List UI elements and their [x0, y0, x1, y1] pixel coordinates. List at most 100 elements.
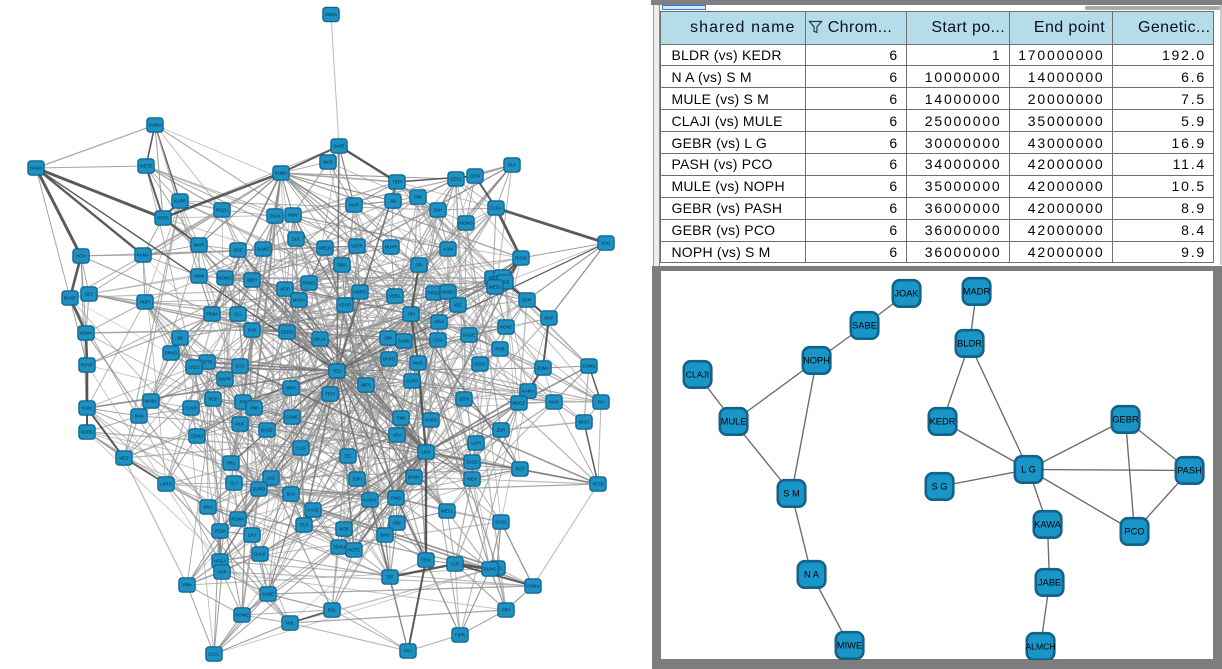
svg-text:KAWA: KAWA [1034, 519, 1061, 529]
svg-text:JINO: JINO [203, 505, 213, 510]
svg-text:SAVE: SAVE [333, 144, 344, 149]
svg-text:GEPI: GEPI [459, 397, 469, 402]
svg-text:L G: L G [1021, 464, 1036, 474]
svg-text:PRHO: PRHO [165, 351, 178, 356]
svg-text:N A: N A [804, 569, 820, 579]
svg-text:PRN: PRN [182, 583, 191, 588]
svg-text:MALK: MALK [314, 337, 326, 342]
svg-text:CLNO: CLNO [185, 406, 198, 411]
svg-text:LKZ: LKZ [267, 476, 275, 481]
svg-text:CLJ: CLJ [230, 481, 238, 486]
svg-text:FIV: FIV [598, 400, 605, 405]
svg-text:KAV: KAV [248, 328, 256, 333]
svg-text:PIFI: PIFI [404, 649, 412, 654]
svg-text:ALMCH: ALMCH [1025, 641, 1055, 651]
svg-text:VEV: VEV [393, 433, 402, 438]
svg-text:MAB: MAB [323, 160, 332, 165]
svg-text:JIGE: JIGE [500, 280, 510, 285]
svg-text:WES: WES [361, 383, 371, 388]
svg-text:GEMA: GEMA [191, 434, 204, 439]
svg-text:DUHO: DUHO [484, 567, 497, 572]
svg-text:WELK: WELK [319, 246, 331, 251]
svg-text:LKFI: LKFI [421, 450, 430, 455]
svg-text:MUPI: MUPI [194, 243, 205, 248]
svg-text:ROB: ROB [495, 347, 504, 352]
svg-text:WECL: WECL [441, 509, 454, 514]
svg-text:PIBA: PIBA [337, 263, 347, 268]
svg-text:MUNO: MUNO [459, 221, 473, 226]
svg-text:ZUMA: ZUMA [537, 366, 549, 371]
svg-text:DUMA: DUMA [149, 123, 162, 128]
svg-text:DUP: DUP [544, 316, 553, 321]
svg-text:BAMA: BAMA [408, 475, 420, 480]
svg-text:MUGE: MUGE [513, 401, 526, 406]
svg-text:BAPR: BAPR [219, 377, 231, 382]
svg-text:JIPI: JIPI [415, 263, 422, 268]
svg-text:KAM: KAM [443, 247, 453, 252]
svg-text:WEZ: WEZ [119, 456, 129, 461]
svg-text:MADR: MADR [962, 286, 990, 296]
svg-text:HOH: HOH [76, 254, 86, 259]
svg-text:KAG: KAG [601, 241, 611, 246]
svg-text:VEPI: VEPI [488, 276, 498, 281]
svg-text:PIFI: PIFI [502, 608, 510, 613]
svg-text:NOR: NOR [339, 527, 349, 532]
svg-text:HOTE: HOTE [157, 216, 169, 221]
svg-text:PIW: PIW [414, 195, 423, 200]
svg-text:PIW: PIW [250, 406, 259, 411]
svg-text:NODU: NODU [81, 430, 94, 435]
svg-text:TEJI: TEJI [300, 523, 309, 528]
svg-text:JOAK: JOAK [894, 288, 919, 298]
svg-text:HOPI: HOPI [140, 300, 151, 305]
svg-text:TEPI: TEPI [325, 392, 335, 397]
svg-text:TEM: TEM [421, 558, 430, 563]
svg-text:VEJI: VEJI [208, 397, 217, 402]
svg-text:BAS: BAS [287, 492, 296, 497]
svg-text:JABE: JABE [1037, 577, 1060, 587]
svg-text:VEHO: VEHO [339, 303, 352, 308]
svg-text:VETE: VETE [201, 360, 212, 365]
svg-text:BARO: BARO [383, 357, 396, 362]
svg-text:HOTE: HOTE [348, 548, 360, 553]
svg-text:VEBA: VEBA [214, 529, 226, 534]
svg-text:TEF: TEF [386, 575, 394, 580]
svg-text:HOWE: HOWE [235, 613, 249, 618]
svg-text:MAR: MAR [413, 361, 423, 366]
svg-text:MUV: MUV [288, 213, 298, 218]
svg-text:MUR: MUR [349, 203, 359, 208]
svg-text:ZUR: ZUR [497, 428, 506, 433]
svg-text:VEBA: VEBA [389, 294, 401, 299]
svg-text:NOMU: NOMU [218, 276, 231, 281]
svg-text:ROVE: ROVE [81, 363, 93, 368]
svg-text:ZUFI: ZUFI [352, 477, 362, 482]
svg-text:WEZU: WEZU [489, 285, 502, 290]
svg-text:FINO: FINO [391, 496, 402, 501]
svg-text:CLCL: CLCL [209, 652, 221, 657]
svg-text:LKRO: LKRO [160, 482, 172, 487]
svg-text:LKZU: LKZU [189, 365, 200, 370]
svg-text:DUL: DUL [292, 237, 301, 242]
svg-text:JIJI: JIJI [390, 199, 397, 204]
svg-text:ROLK: ROLK [515, 256, 527, 261]
svg-text:MAD: MAD [549, 400, 559, 405]
svg-text:VEC: VEC [454, 303, 463, 308]
svg-text:DUR: DUR [522, 298, 531, 303]
svg-text:LKPI: LKPI [471, 441, 480, 446]
svg-text:CLL: CLL [234, 312, 242, 317]
svg-text:SAMA: SAMA [30, 166, 42, 171]
svg-text:ZULK: ZULK [270, 214, 281, 219]
svg-text:SAGE: SAGE [262, 592, 274, 597]
svg-text:BAGE: BAGE [261, 428, 273, 433]
svg-text:KAGE: KAGE [463, 333, 475, 338]
svg-text:VEPR: VEPR [351, 244, 363, 249]
svg-text:SAJI: SAJI [235, 364, 244, 369]
svg-text:SADU: SADU [398, 339, 410, 344]
svg-text:LKV: LKV [248, 533, 256, 538]
svg-text:NOPH: NOPH [803, 355, 830, 365]
svg-text:WETE: WETE [140, 164, 153, 169]
svg-text:FIPR: FIPR [455, 633, 465, 638]
svg-text:TEG: TEG [333, 369, 342, 374]
svg-text:NOL: NOL [286, 621, 295, 626]
svg-text:DULK: DULK [254, 552, 266, 557]
svg-text:MUBA: MUBA [145, 399, 158, 404]
